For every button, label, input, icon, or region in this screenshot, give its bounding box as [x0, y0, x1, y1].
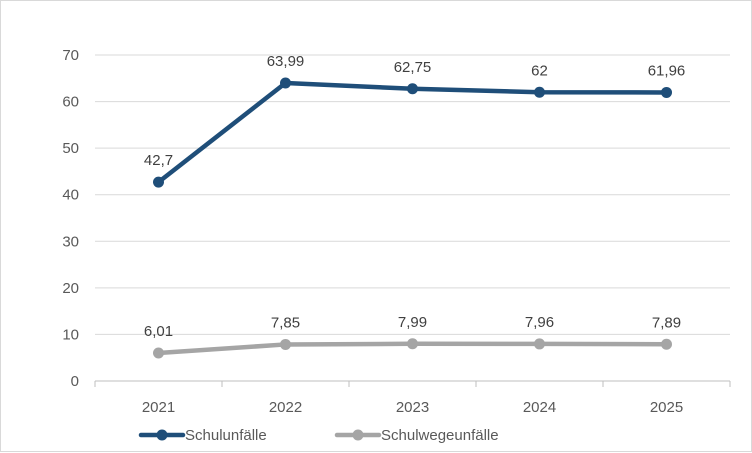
axes [94, 380, 731, 387]
data-label: 7,89 [652, 314, 681, 331]
legend-label: Schulwegeunfälle [381, 427, 499, 444]
data-point [407, 338, 418, 350]
data-point [153, 176, 164, 188]
legend-swatch-marker [352, 429, 364, 441]
data-point [407, 83, 418, 95]
series-line-1 [156, 80, 669, 185]
series-group [153, 77, 672, 359]
y-tick-label: 10 [62, 326, 79, 343]
x-tick-label: 2025 [650, 399, 683, 416]
data-label: 63,99 [267, 53, 305, 70]
legend-label: Schulunfälle [185, 427, 267, 444]
y-tick-label: 50 [62, 140, 79, 157]
data-label: 7,96 [525, 314, 554, 331]
data-labels: 42,7 63,99 62,75 62 61,96 6,01 7,85 7,99 7,96 7,8… [144, 53, 685, 340]
data-label: 42,7 [144, 152, 173, 169]
data-label: 62,75 [394, 59, 432, 76]
data-point [153, 347, 164, 359]
y-axis-ticks: 0 10 20 30 40 50 60 70 [62, 47, 79, 390]
y-tick-label: 20 [62, 280, 79, 297]
data-point [280, 77, 291, 89]
legend: Schulunfälle Schulwegeunfälle [138, 427, 499, 444]
x-axis-ticks: 2021 2022 2023 2024 2025 [142, 399, 683, 416]
y-tick-label: 70 [62, 47, 79, 64]
legend-swatch-marker [156, 429, 168, 441]
data-point [280, 338, 291, 350]
gridlines [95, 54, 730, 335]
data-label: 7,99 [398, 314, 427, 331]
data-point [534, 338, 545, 350]
data-point [534, 86, 545, 98]
data-label: 6,01 [144, 323, 173, 340]
y-tick-label: 60 [62, 94, 79, 111]
data-point [661, 338, 672, 350]
y-tick-label: 0 [71, 373, 79, 390]
x-tick-label: 2023 [396, 399, 429, 416]
data-label: 61,96 [648, 62, 686, 79]
y-tick-label: 40 [62, 187, 79, 204]
data-label: 62 [531, 62, 548, 79]
y-tick-label: 30 [62, 233, 79, 250]
x-tick-label: 2024 [523, 399, 556, 416]
data-label: 7,85 [271, 314, 300, 331]
data-point [661, 86, 672, 98]
x-tick-label: 2021 [142, 399, 175, 416]
x-tick-label: 2022 [269, 399, 302, 416]
